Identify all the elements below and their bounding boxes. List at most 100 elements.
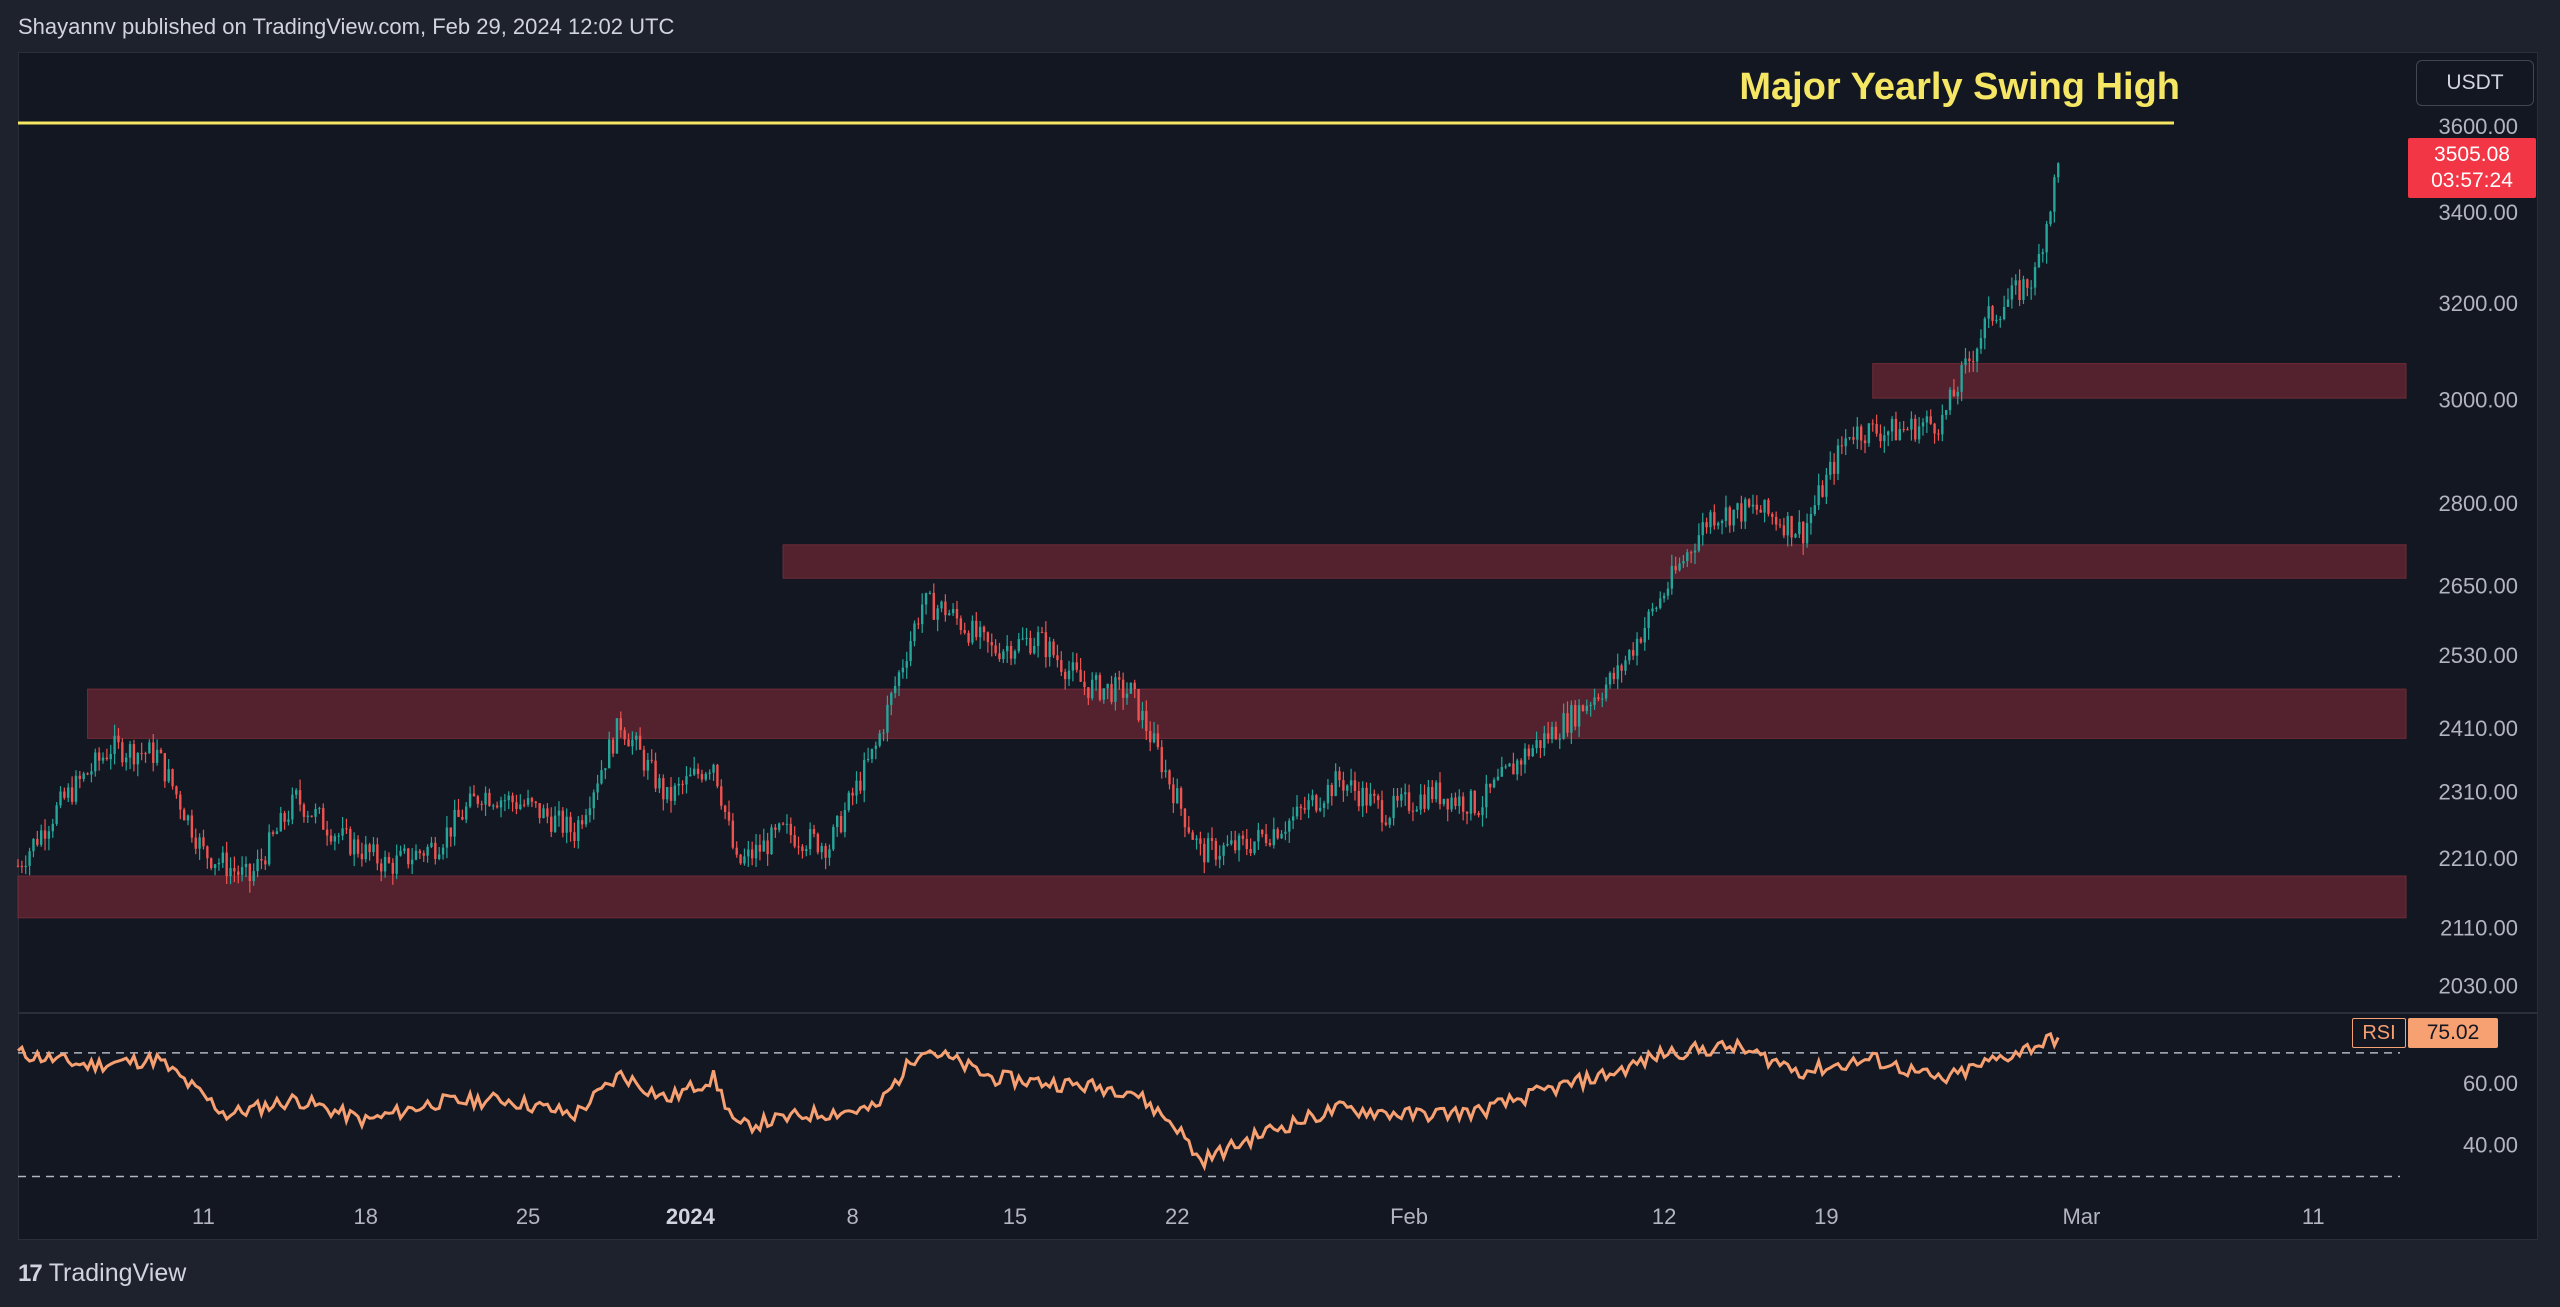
- candle: [264, 856, 267, 870]
- candle: [333, 833, 337, 851]
- candle: [1013, 649, 1017, 665]
- candle-body: [1427, 787, 1430, 809]
- candle-body: [1840, 445, 1844, 447]
- candle: [1925, 410, 1929, 433]
- candle: [387, 852, 391, 864]
- chart-frame[interactable]: [18, 52, 2538, 1240]
- candle-body: [1790, 516, 1793, 538]
- tradingview-logo[interactable]: 17 TradingView: [18, 1259, 186, 1288]
- candle: [1191, 829, 1194, 840]
- candle-body: [1523, 748, 1527, 765]
- candle: [828, 844, 831, 866]
- candle: [1233, 830, 1237, 854]
- candle-body: [43, 830, 47, 839]
- candle-body: [967, 632, 970, 643]
- candle: [306, 810, 310, 824]
- candle-body: [1083, 681, 1086, 688]
- candle-body: [314, 808, 317, 817]
- candle: [990, 633, 993, 657]
- candle-body: [1740, 503, 1743, 522]
- rsi-value-tag: 75.02: [2408, 1018, 2498, 1048]
- candle: [646, 752, 650, 780]
- candle: [1264, 824, 1268, 847]
- currency-selector[interactable]: USDT: [2416, 60, 2534, 106]
- candle-body: [1883, 435, 1886, 442]
- candle-body: [650, 759, 653, 761]
- candle-body: [47, 831, 51, 839]
- candle-body: [1384, 822, 1388, 825]
- candle: [67, 783, 70, 803]
- candle: [762, 828, 765, 852]
- candle: [1214, 838, 1218, 866]
- candle-body: [1987, 306, 1990, 319]
- candle: [163, 752, 167, 788]
- candle: [376, 837, 379, 871]
- candle: [1052, 638, 1055, 659]
- candle-body: [1624, 660, 1627, 671]
- candle: [1763, 499, 1766, 523]
- candle-body: [1616, 665, 1619, 680]
- candle-body: [70, 787, 74, 802]
- candle: [1346, 784, 1349, 797]
- candle: [1195, 835, 1198, 850]
- candle: [2026, 278, 2029, 297]
- candle: [1044, 621, 1048, 668]
- candle: [1272, 817, 1276, 849]
- candle: [716, 763, 719, 789]
- candle-body: [2026, 279, 2029, 288]
- candle-body: [2041, 252, 2044, 254]
- candle: [743, 848, 746, 866]
- candle: [1898, 421, 1902, 441]
- candle-body: [484, 792, 487, 805]
- candle-body: [63, 791, 66, 798]
- candle: [94, 748, 97, 777]
- candle: [693, 756, 696, 777]
- candle-body: [604, 768, 607, 771]
- candle: [1566, 701, 1569, 737]
- candle-body: [380, 863, 383, 872]
- candle-body: [240, 867, 244, 875]
- candle-body: [1732, 509, 1735, 526]
- candle-body: [1720, 520, 1724, 524]
- candle-body: [534, 801, 537, 804]
- candle: [1531, 744, 1534, 757]
- candle: [1434, 780, 1438, 803]
- candle-body: [2002, 306, 2006, 320]
- candle: [1979, 329, 1983, 354]
- candle: [708, 769, 711, 780]
- candle: [1137, 688, 1140, 723]
- candle-body: [1369, 793, 1372, 806]
- candle: [1883, 426, 1886, 453]
- candle-body: [731, 820, 735, 848]
- candle: [917, 617, 920, 630]
- candle: [441, 844, 445, 860]
- candle: [766, 832, 769, 866]
- candle: [712, 763, 715, 781]
- candle: [117, 728, 120, 749]
- candle: [2029, 280, 2033, 300]
- candle-body: [1489, 783, 1492, 788]
- candle-body: [1411, 810, 1415, 812]
- candle-body: [720, 786, 723, 806]
- candle-body: [1380, 800, 1384, 823]
- candle: [839, 811, 843, 834]
- candle: [1021, 627, 1024, 641]
- candle-body: [368, 844, 371, 853]
- candle: [167, 759, 170, 784]
- candle: [704, 771, 708, 782]
- candle-body: [1744, 499, 1747, 522]
- candle-body: [449, 827, 452, 837]
- support-resistance-zone: [17, 875, 2407, 919]
- candle: [785, 814, 789, 834]
- candle-body: [1956, 391, 1959, 397]
- candle: [1689, 550, 1693, 564]
- candle-body: [920, 604, 924, 625]
- candle: [244, 856, 248, 878]
- candle-body: [364, 844, 367, 860]
- candle: [414, 844, 418, 861]
- candle-body: [1887, 431, 1890, 436]
- candle: [1736, 502, 1739, 519]
- candle-body: [913, 623, 916, 642]
- candle-body: [611, 739, 615, 754]
